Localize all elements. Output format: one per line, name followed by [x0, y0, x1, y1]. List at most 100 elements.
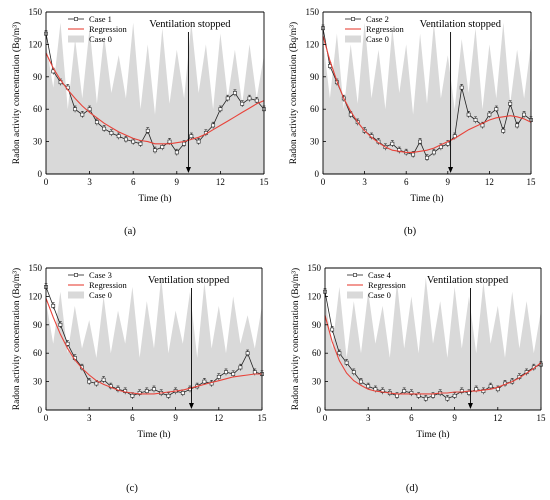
data-point [94, 381, 99, 386]
data-point [145, 128, 150, 133]
x-tick-label: 15 [260, 177, 270, 187]
data-point [337, 351, 342, 356]
y-axis-label: Radon activity concentration (Bq/m³) [11, 268, 22, 410]
data-point [344, 360, 349, 365]
y-tick-label: 90 [310, 72, 320, 82]
annotation-arrow-head [185, 167, 191, 173]
data-point [409, 391, 414, 395]
data-point [202, 379, 207, 384]
data-point [231, 372, 236, 376]
annotation-arrow-head [448, 167, 454, 173]
data-point [65, 341, 70, 346]
data-point [160, 145, 165, 149]
data-point [182, 141, 186, 146]
x-tick-label: 0 [323, 413, 328, 423]
y-tick-label: 150 [308, 263, 322, 273]
data-point [459, 85, 464, 90]
data-point [218, 107, 223, 112]
y-tick-label: 30 [312, 377, 322, 387]
data-point [166, 393, 171, 398]
data-point [216, 374, 221, 379]
data-point [452, 393, 457, 398]
chart-panel-2: 0 30 60 90 120 150 0 3 6 9 12 15 Time (h) Radon activ… [288, 7, 536, 237]
legend-label: Case 4 [368, 270, 392, 280]
series-area-case-0 [46, 277, 262, 410]
y-tick-label: 120 [29, 291, 43, 301]
legend-label: Case 3 [89, 270, 112, 280]
data-point [432, 150, 436, 155]
data-point [94, 120, 99, 125]
data-point [473, 118, 478, 122]
y-tick-label: 90 [33, 72, 43, 82]
panel-caption: (d) [406, 483, 419, 494]
series-line-regression [45, 298, 262, 395]
data-point [474, 387, 479, 392]
y-tick-label: 90 [33, 320, 43, 330]
data-point [423, 396, 428, 401]
y-tick-label: 120 [306, 39, 320, 49]
data-point [137, 391, 142, 395]
legend-swatch-marker [351, 17, 355, 21]
legend-swatch-marker [353, 273, 357, 277]
data-point [359, 379, 363, 384]
annotation-arrow-head [467, 403, 473, 409]
y-tick-label: 120 [29, 39, 43, 49]
series-area-case-0 [325, 277, 541, 410]
data-point [488, 384, 493, 389]
y-tick-label: 60 [310, 104, 320, 114]
data-point [87, 107, 92, 112]
x-tick-label: 12 [493, 413, 502, 423]
data-point [116, 134, 121, 139]
data-point [153, 148, 157, 153]
x-axis-label: Time (h) [416, 429, 449, 440]
series-area-case-0 [46, 22, 264, 174]
x-tick-label: 9 [446, 177, 451, 187]
panel-caption: (b) [404, 226, 417, 237]
annotation-ventilation-stopped: Ventilation stopped [420, 19, 502, 30]
data-point [245, 351, 250, 356]
data-point [58, 322, 63, 327]
series-line-regression [324, 315, 542, 395]
data-point [366, 384, 371, 389]
data-point [508, 101, 513, 106]
x-tick-label: 9 [452, 413, 457, 423]
x-axis-label: Time (h) [137, 429, 170, 440]
data-point [138, 141, 143, 146]
annotation-ventilation-stopped: Ventilation stopped [427, 275, 509, 286]
legend-label: Case 1 [89, 14, 112, 24]
data-point [330, 327, 335, 332]
data-point [152, 387, 156, 392]
series-area-case-0 [323, 22, 531, 174]
legend-label: Case 0 [89, 290, 112, 300]
legend-swatch-marker [74, 273, 78, 277]
data-point [515, 123, 520, 128]
data-point [109, 131, 114, 135]
annotation-ventilation-stopped: Ventilation stopped [149, 19, 231, 30]
data-point [247, 96, 252, 101]
data-point [431, 393, 435, 398]
x-tick-label: 15 [527, 177, 537, 187]
legend-label: Regression [89, 280, 128, 290]
data-point [174, 150, 179, 155]
y-tick-label: 120 [308, 291, 322, 301]
x-tick-label: 3 [366, 413, 371, 423]
y-tick-label: 0 [38, 405, 43, 415]
x-tick-label: 6 [409, 413, 414, 423]
data-point [189, 134, 194, 139]
data-point [487, 112, 492, 117]
x-tick-label: 9 [175, 177, 180, 187]
legend-swatch-case-0 [345, 35, 361, 43]
x-tick-label: 6 [130, 413, 135, 423]
y-tick-label: 60 [312, 348, 322, 358]
y-tick-label: 150 [29, 263, 43, 273]
data-point [211, 123, 216, 128]
data-point [418, 139, 422, 144]
x-tick-label: 12 [485, 177, 494, 187]
x-axis-label: Time (h) [138, 193, 171, 204]
y-tick-label: 60 [33, 104, 43, 114]
data-point [459, 389, 464, 393]
x-tick-label: 12 [214, 413, 223, 423]
y-tick-label: 30 [33, 137, 43, 147]
annotation-arrow-head [188, 403, 194, 409]
